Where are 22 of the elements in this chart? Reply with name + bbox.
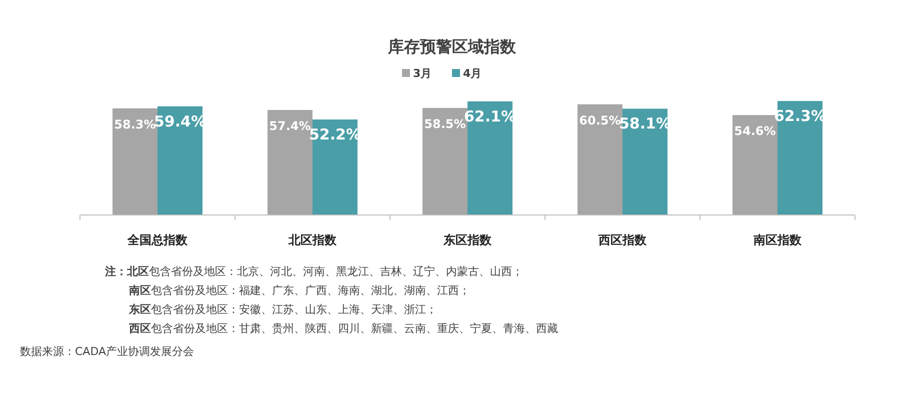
x-tick-label: 东区指数: [442, 233, 492, 247]
data-label: 58.3%: [114, 117, 156, 132]
legend: 4月: [452, 67, 482, 80]
legend-label: 3月: [413, 67, 432, 80]
x-tick-label: 南区指数: [752, 233, 802, 247]
legend-label: 4月: [463, 67, 482, 80]
legend: 3月: [402, 67, 432, 80]
x-tick-label: 全国总指数: [126, 233, 188, 247]
data-label: 60.5%: [579, 113, 621, 128]
text: 南区包含省份及地区：福建、广东、广西、海南、湖北、湖南、江西；: [128, 284, 470, 297]
data-label: 54.6%: [734, 124, 776, 138]
text: 注：北区包含省份及地区：北京、河北、河南、黑龙江、吉林、辽宁、内蒙古、山西；: [104, 265, 523, 278]
data-label: 58.5%: [424, 116, 466, 131]
data-label: 59.4%: [154, 112, 206, 130]
x-tick-label: 北区指数: [288, 233, 338, 247]
data-label: 57.4%: [269, 118, 311, 133]
data-label: 58.1%: [618, 114, 672, 133]
source-note: 数据来源：CADA产业协调发展分会: [20, 345, 194, 358]
x-tick-label: 西区指数: [598, 233, 648, 247]
chart-title: 库存预警区域指数: [387, 37, 517, 56]
text: 西区包含省份及地区：甘肃、贵州、陕西、四川、新疆、云南、重庆、宁夏、青海、西藏: [128, 322, 558, 335]
text: 东区包含省份及地区：安徽、江苏、山东、上海、天津、浙江；: [128, 303, 437, 316]
